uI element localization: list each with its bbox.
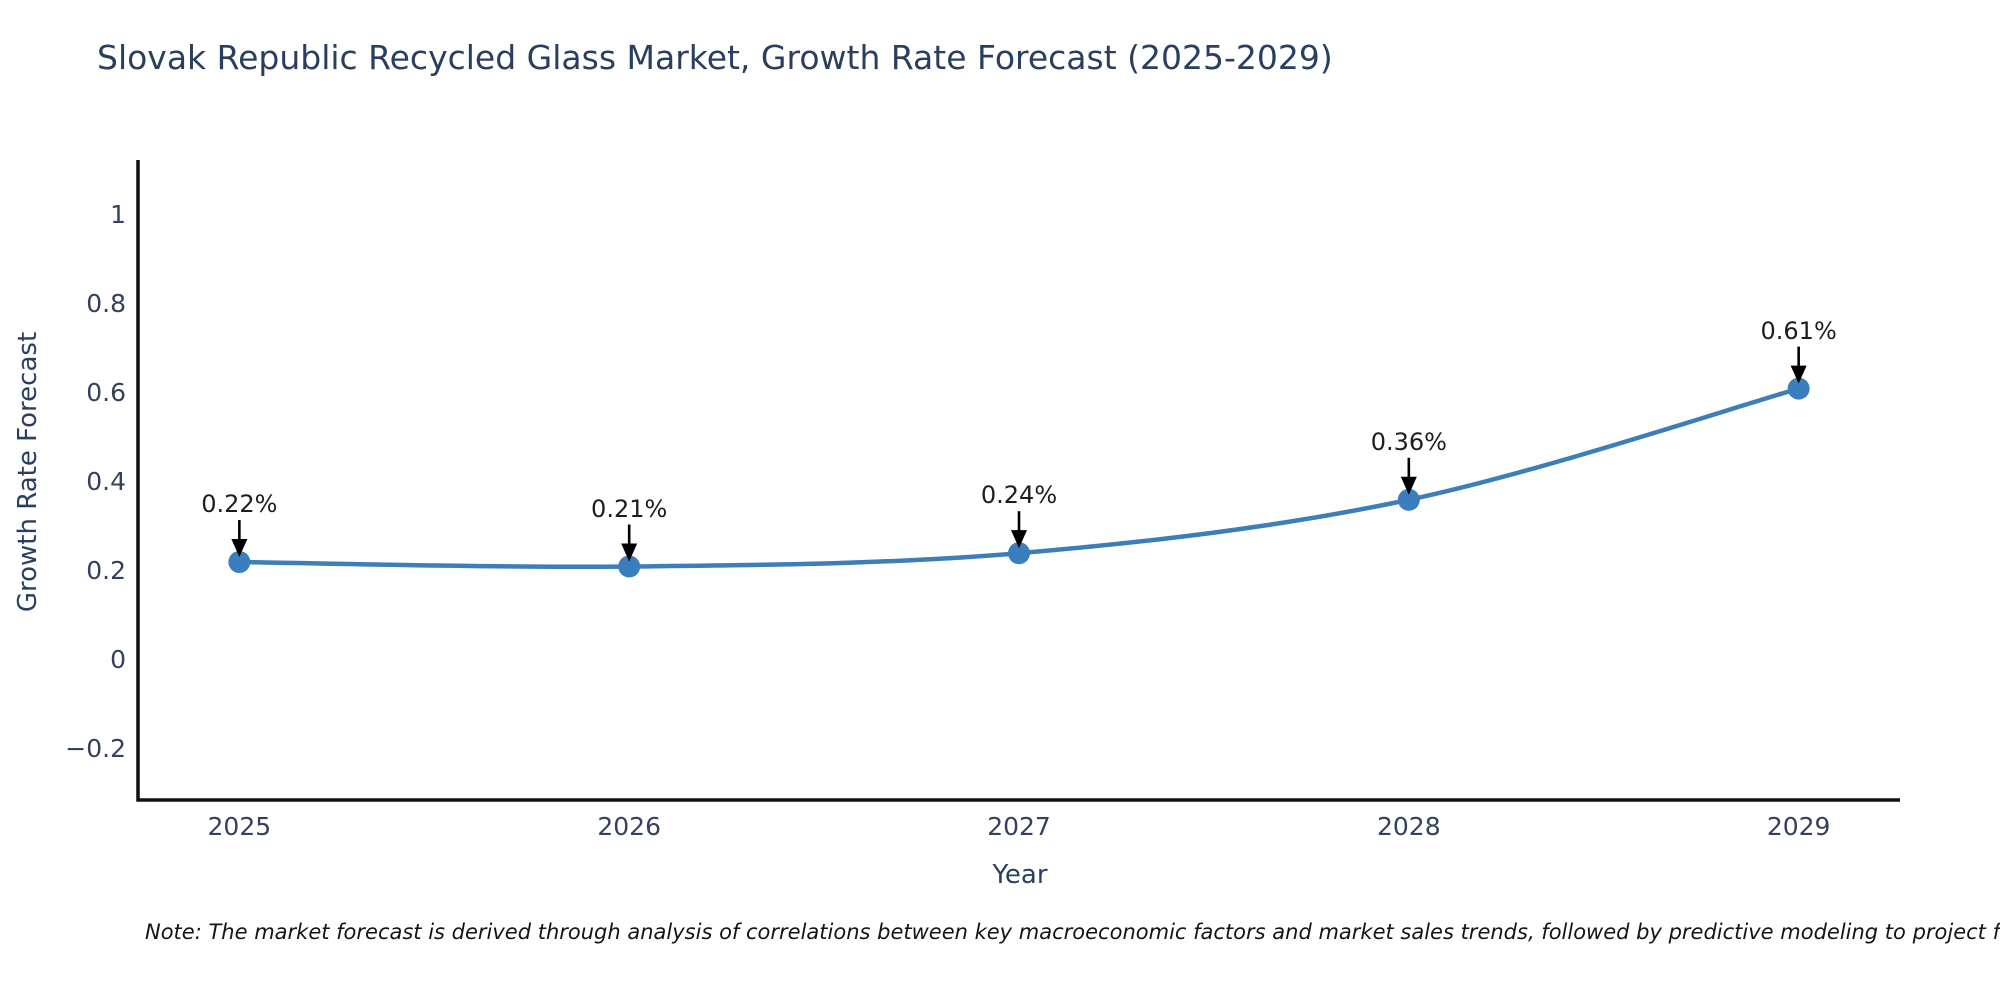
data-point-markers	[228, 377, 1810, 578]
annotation-label-2029: 0.61%	[1760, 316, 1837, 345]
y-tick-label: 1	[110, 200, 126, 230]
data-point-2025	[228, 551, 251, 574]
x-tick-label: 2028	[1377, 812, 1441, 841]
axis-spine	[136, 160, 1900, 802]
data-point-2029	[1787, 377, 1810, 400]
y-tick-label: 0.8	[86, 289, 126, 319]
chart-title: Slovak Republic Recycled Glass Market, G…	[97, 38, 1333, 77]
annotation-arrow-head	[231, 539, 248, 558]
annotation-label-2028: 0.36%	[1370, 427, 1447, 456]
x-tick-label: 2029	[1766, 812, 1831, 841]
data-point-2026	[618, 555, 641, 578]
annotation-label-2025: 0.22%	[201, 490, 278, 519]
y-tick-label: 0.4	[86, 467, 126, 496]
x-tick-label: 2027	[987, 812, 1051, 841]
annotation-arrow-head	[1011, 530, 1027, 549]
annotation-arrow-head	[1790, 365, 1807, 384]
annotation-arrow-head	[621, 543, 638, 562]
annotation-label-2026: 0.21%	[591, 494, 668, 523]
y-tick-label: 0.2	[86, 555, 126, 585]
y-tick-label: 0	[110, 644, 126, 674]
x-tick-label: 2026	[597, 812, 661, 841]
footnote: Note: The market forecast is derived thr…	[145, 920, 2000, 944]
annotation-arrows	[231, 346, 1807, 562]
annotation-label-2027: 0.24%	[980, 481, 1058, 510]
x-tick-label: 2025	[207, 812, 272, 841]
axis-spines	[136, 160, 1900, 802]
annotation-arrow-head	[1400, 476, 1417, 495]
x-axis-label: Year	[992, 860, 1048, 890]
y-tick-label: −0.2	[65, 733, 126, 763]
data-point-2027	[1008, 542, 1030, 565]
data-point-2028	[1397, 488, 1420, 511]
y-tick-label: 0.6	[86, 378, 126, 408]
